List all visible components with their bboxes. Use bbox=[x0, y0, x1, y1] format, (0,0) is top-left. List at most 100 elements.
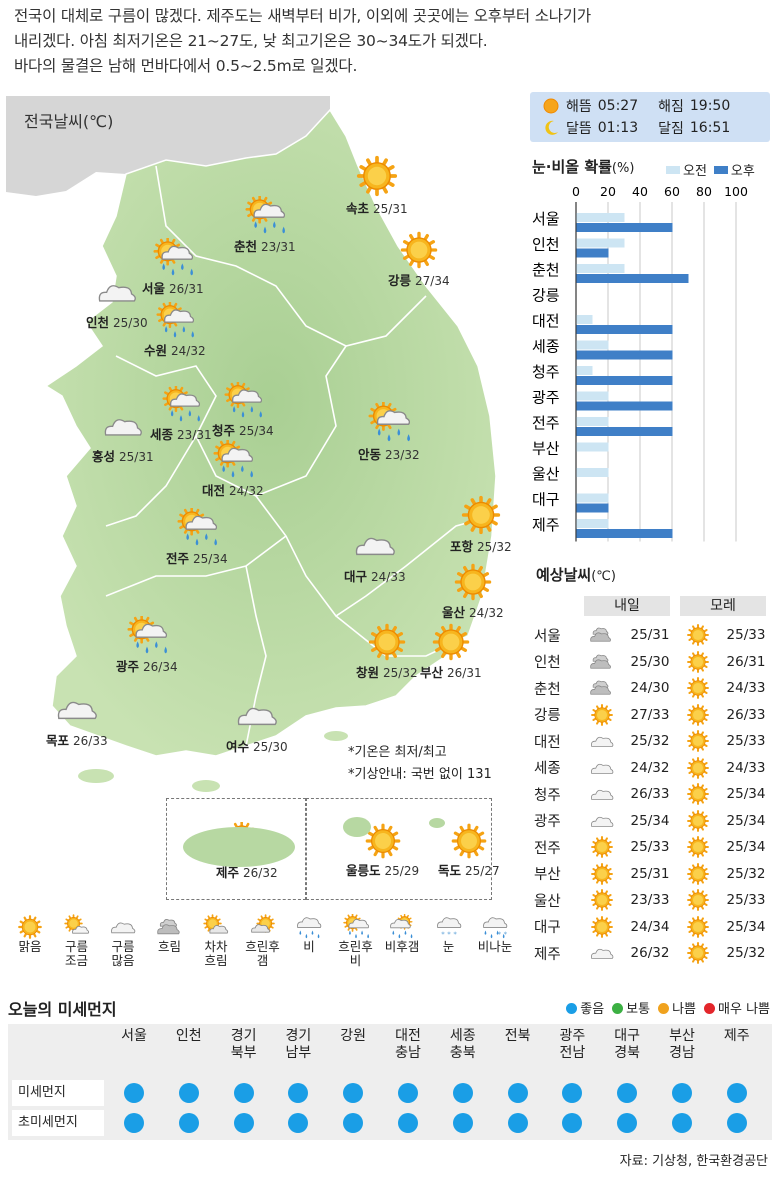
precip-bar-pm bbox=[576, 529, 673, 538]
legend-label-1: 흐린후 bbox=[245, 939, 280, 954]
forecast-d2-temp: 24/33 bbox=[726, 759, 766, 776]
dust-region-line2: 전남 bbox=[559, 1045, 586, 1061]
dust-legend-label: 보통 bbox=[626, 1002, 651, 1017]
forecast-d2-icon-wrap bbox=[678, 676, 718, 700]
moonrise-time: 01:13 bbox=[597, 120, 639, 136]
precip-tick-label: 100 bbox=[724, 184, 748, 199]
precip-bar-am bbox=[576, 442, 609, 452]
forecast-d1-icon-wrap bbox=[582, 650, 622, 674]
forecast-d2-icon-wrap bbox=[678, 623, 718, 647]
legend-label-1: 구름 bbox=[64, 939, 88, 954]
map-city-8: 청주 25/34 bbox=[212, 382, 274, 439]
map-city-21: 울릉도 25/29 bbox=[346, 822, 419, 879]
city-name: 인천 bbox=[86, 315, 110, 330]
forecast-d2-icon-wrap bbox=[678, 729, 718, 753]
cloudy-icon bbox=[57, 701, 97, 720]
partly-cloudy-icon bbox=[63, 914, 89, 934]
map-city-3: 서울 26/31 bbox=[142, 238, 204, 297]
map-city-label: 수원 24/32 bbox=[144, 340, 206, 359]
sunny-icon bbox=[687, 730, 709, 752]
rain-icon bbox=[297, 917, 322, 939]
overcast-icon bbox=[590, 627, 611, 642]
city-temp: 23/32 bbox=[385, 448, 420, 462]
dust-region-header: 서울 bbox=[104, 1028, 164, 1045]
forecast-d2-icon-wrap bbox=[678, 756, 718, 780]
precip-tick-label: 60 bbox=[664, 184, 680, 199]
forecast-d1-temp: 25/31 bbox=[630, 627, 670, 643]
forecast-d2-icon-wrap bbox=[678, 888, 718, 912]
map-city-label: 부산 26/31 bbox=[420, 662, 482, 681]
sunny-icon bbox=[687, 862, 709, 885]
city-name: 독도 bbox=[438, 863, 462, 878]
cloudy-icon bbox=[98, 285, 136, 302]
sunny-icon bbox=[461, 495, 500, 535]
legend-label-2: 갬 bbox=[256, 953, 269, 968]
city-temp: 26/31 bbox=[169, 282, 204, 296]
precip-bar-pm bbox=[576, 401, 673, 411]
moonset-label: 달짐 bbox=[658, 121, 684, 137]
legend-icon-wrap: *** bbox=[473, 914, 517, 940]
map-city-11: 전주 25/34 bbox=[166, 508, 228, 567]
korea-map-shape bbox=[6, 96, 497, 792]
dust-level-dot bbox=[452, 1113, 473, 1133]
dust-region-line2: 경남 bbox=[669, 1045, 695, 1061]
legend-icon-wrap bbox=[148, 914, 192, 940]
clearing-icon bbox=[250, 914, 275, 933]
svg-text:*: * bbox=[447, 931, 451, 939]
city-name: 청주 bbox=[212, 423, 236, 438]
sunny-icon bbox=[400, 231, 438, 269]
forecast-d1-icon-wrap bbox=[582, 862, 622, 886]
map-city-label: 창원 25/32 bbox=[356, 662, 418, 681]
forecast-d1-temp: 26/32 bbox=[630, 945, 670, 961]
cloudy-icon bbox=[591, 736, 614, 747]
sunny-icon bbox=[451, 823, 487, 859]
dust-level-dot bbox=[672, 1083, 692, 1103]
city-name: 여수 bbox=[226, 739, 250, 754]
legend-label-1: 눈 bbox=[442, 939, 455, 954]
dust-level-dot bbox=[178, 1113, 199, 1133]
city-temp: 24/32 bbox=[229, 484, 264, 498]
legend-am-swatch bbox=[666, 165, 680, 174]
map-city-label: 광주 26/34 bbox=[116, 656, 178, 675]
precip-tick-label: 40 bbox=[632, 184, 648, 199]
city-name: 부산 bbox=[420, 665, 444, 680]
moonrise-label: 달뜸 bbox=[566, 121, 592, 137]
precip-bar-am bbox=[576, 417, 609, 426]
precip-category-label: 대구 bbox=[532, 491, 560, 509]
dust-level-dot bbox=[398, 1113, 418, 1133]
sunny-icon bbox=[591, 703, 613, 726]
precip-category-label: 제주 bbox=[532, 516, 560, 534]
forecast-d2-temp: 24/33 bbox=[726, 680, 766, 696]
precip-bar-pm bbox=[576, 274, 689, 283]
summary-line-1: 전국이 대체로 구름이 많겠다. 제주도는 새벽부터 비가, 이외에 곳곳에는 … bbox=[14, 7, 591, 25]
sunny-icon bbox=[454, 563, 492, 601]
map-city-0: 속초 25/31 bbox=[346, 154, 408, 217]
city-name: 전주 bbox=[166, 551, 190, 566]
dust-legend-item: 나쁨 bbox=[658, 998, 696, 1017]
forecast-d2-icon-wrap bbox=[678, 915, 718, 939]
dust-row-label: 초미세먼지 bbox=[12, 1110, 104, 1136]
cloudy-icon bbox=[591, 789, 614, 800]
jeju-box bbox=[166, 798, 306, 900]
sunny-icon bbox=[687, 889, 709, 911]
forecast-d2-temp: 25/32 bbox=[726, 945, 766, 961]
forecast-d1-icon-wrap bbox=[582, 729, 622, 753]
sunny-icon bbox=[687, 624, 709, 646]
legend-label-2: 많음 bbox=[111, 953, 135, 968]
city-temp: 23/31 bbox=[177, 428, 212, 442]
map-city-16: 창원 25/32 bbox=[356, 622, 418, 681]
cloudy-icon bbox=[591, 763, 614, 774]
precip-bar-pm bbox=[576, 223, 673, 232]
forecast-d1-temp: 25/31 bbox=[630, 865, 670, 882]
map-city-label: 독도 25/27 bbox=[438, 860, 500, 879]
dust-region-line1: 부산 bbox=[669, 1028, 695, 1044]
precip-legend: 오전 오후 bbox=[666, 160, 755, 179]
legend-label-2: 흐림 bbox=[204, 953, 228, 968]
overcast-icon bbox=[590, 680, 611, 695]
dust-region-line1: 세종 bbox=[449, 1028, 476, 1044]
legend-label-2: 조금 bbox=[64, 953, 88, 968]
rain-then-clear-icon bbox=[390, 914, 413, 939]
legend-label-2: 비 bbox=[349, 953, 362, 968]
forecast-row: 대전 25/32 25/33 bbox=[534, 728, 774, 754]
